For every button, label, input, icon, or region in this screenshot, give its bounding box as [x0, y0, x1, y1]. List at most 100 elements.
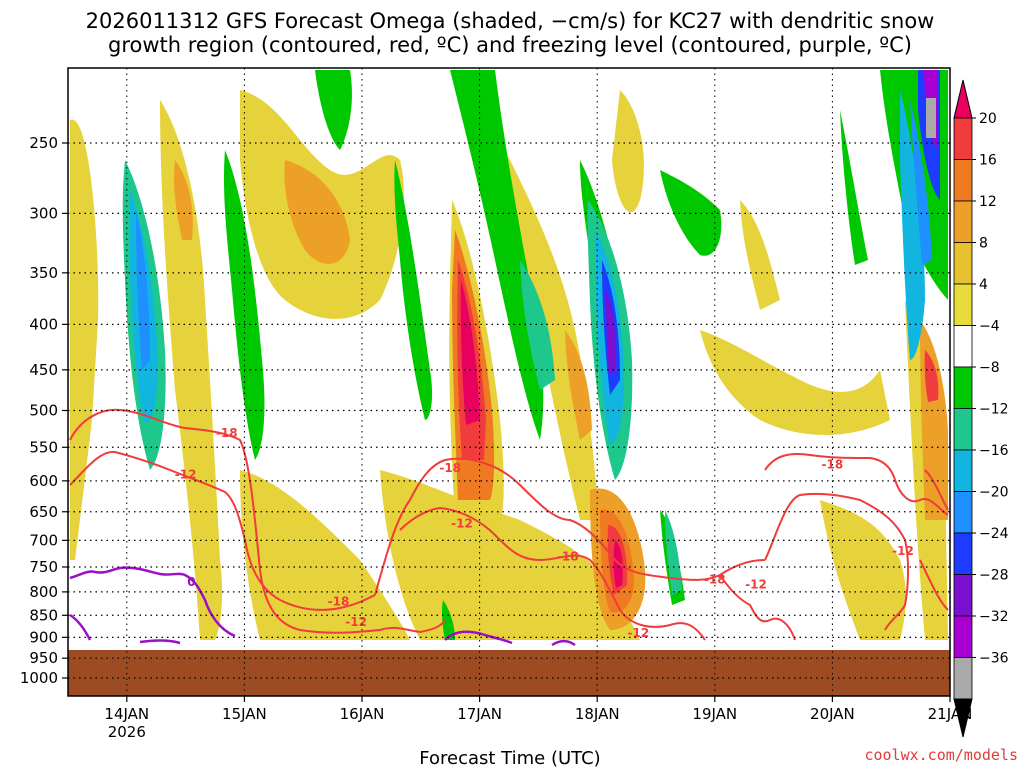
- omega-region-yellow: [820, 500, 906, 640]
- omega-region-teal: [665, 510, 682, 595]
- colorbar-swatch: [953, 574, 973, 617]
- x-tick-label: 20JAN: [810, 705, 855, 723]
- dgz-contour-line: [69, 408, 446, 634]
- colorbar-bottom-arrow: [953, 698, 973, 738]
- ground-terrain: [68, 649, 950, 696]
- dgz-contour-line: [919, 559, 949, 611]
- colorbar-swatch: [953, 159, 973, 202]
- x-tick-label: 15JAN: [222, 705, 267, 723]
- colorbar-label: −4: [979, 319, 1000, 335]
- plot-area: -18-12-18-12-18-12-18-12-18 -12-18-120: [68, 68, 950, 696]
- y-tick-label: 500: [29, 402, 58, 420]
- omega-region-magenta: [460, 280, 480, 425]
- colorbar-label: 12: [979, 194, 997, 210]
- colorbar-label: −28: [979, 568, 1009, 584]
- omega-region-cyan: [900, 90, 925, 360]
- colorbar-swatch: [953, 366, 973, 409]
- colorbar-swatch: [953, 657, 973, 700]
- dgz-contour-label: -12: [892, 544, 914, 558]
- freezing-contour-line: [551, 640, 576, 647]
- y-axis: 250 300 350 400 450 500 550 600 650 700 750 800 850 9…: [20, 134, 68, 687]
- omega-region-yellow: [740, 200, 780, 310]
- colorbar: 20 16 12 8 4 −4 −8 −12 −16 −20 −24 −28 −32 −36: [953, 79, 1009, 738]
- omega-region-teal: [520, 260, 555, 390]
- x-axis-title: Forecast Time (UTC): [419, 748, 600, 768]
- x-tick-label: 18JAN: [575, 705, 620, 723]
- y-tick-label: 400: [29, 315, 58, 333]
- dgz-contour-line: [374, 457, 766, 596]
- colorbar-label: −16: [979, 443, 1009, 459]
- omega-region-purple: [606, 290, 617, 375]
- omega-region-blue: [910, 100, 932, 265]
- freezing-contour-line: [69, 566, 236, 638]
- x-tick-sublabel: 2026: [108, 723, 146, 741]
- y-tick-label: 950: [29, 649, 58, 667]
- omega-region-green: [315, 70, 352, 150]
- dgz-contour-label: -12: [628, 626, 650, 640]
- dgz-contour-label: -12: [745, 578, 767, 592]
- dgz-contours: [69, 408, 949, 641]
- dgz-contour-label: -18: [557, 550, 579, 564]
- grid-lines: [68, 68, 950, 696]
- colorbar-label: −32: [979, 609, 1009, 625]
- y-tick-label: 800: [29, 583, 58, 601]
- omega-region-yellow: [160, 100, 223, 640]
- colorbar-label: 4: [979, 277, 988, 293]
- colorbar-swatch: [953, 491, 973, 534]
- plot-border: [67, 67, 951, 697]
- y-tick-label: 1000: [20, 669, 58, 687]
- dgz-contour-label: -12: [451, 516, 473, 530]
- omega-region-yellow: [380, 470, 640, 640]
- x-tick-label: 16JAN: [340, 705, 385, 723]
- colorbar-swatch: [953, 117, 973, 160]
- y-tick-label: 750: [29, 558, 58, 576]
- dgz-contour-label: -12: [175, 467, 197, 481]
- freezing-contour-label: 0: [187, 575, 195, 589]
- colorbar-swatch: [953, 200, 973, 243]
- y-tick-label: 450: [29, 361, 58, 379]
- colorbar-label: 16: [979, 153, 997, 169]
- colorbar-top-arrow: [953, 79, 973, 119]
- y-tick-label: 850: [29, 606, 58, 624]
- y-tick-label: 900: [29, 628, 58, 646]
- y-tick-label: 350: [29, 264, 58, 282]
- colorbar-swatch: [953, 242, 973, 285]
- colorbar-swatch: [953, 449, 973, 492]
- x-tick-label: 17JAN: [457, 705, 502, 723]
- credit-text: coolwx.com/models: [864, 746, 1018, 764]
- omega-region-orange: [565, 330, 592, 440]
- freezing-level-contours: [69, 566, 576, 647]
- dgz-contour-line: [764, 452, 949, 516]
- dgz-contour-line: [719, 574, 796, 641]
- omega-region-green: [441, 600, 455, 640]
- colorbar-label: −24: [979, 526, 1009, 542]
- freezing-contour-line: [69, 613, 92, 641]
- colorbar-swatch: [953, 408, 973, 451]
- dgz-contour-line: [399, 506, 706, 641]
- y-tick-label: 300: [29, 204, 58, 222]
- colorbar-swatch: [953, 325, 973, 368]
- y-tick-label: 250: [29, 134, 58, 152]
- freezing-contour-line: [444, 630, 513, 645]
- colorbar-swatch: [953, 615, 973, 658]
- dgz-contour-label: -18: [328, 594, 350, 608]
- dgz-contour-line: [764, 492, 910, 631]
- dgz-contour-line: [69, 450, 376, 611]
- omega-region-blue: [136, 210, 150, 370]
- omega-region-yellow: [500, 140, 600, 520]
- y-tick-label: 700: [29, 531, 58, 549]
- omega-region-green: [450, 70, 544, 440]
- chart-title-line-2: growth region (contoured, red, ºC) and f…: [108, 33, 912, 57]
- omega-region-orange: [284, 160, 350, 264]
- omega-region-gray: [926, 98, 936, 138]
- x-tick-label: 14JAN: [104, 705, 149, 723]
- colorbar-label: 8: [979, 236, 988, 252]
- colorbar-label: −36: [979, 651, 1009, 667]
- omega-region-orange: [173, 160, 193, 240]
- y-tick-label: 650: [29, 503, 58, 521]
- colorbar-label: 20: [979, 111, 997, 127]
- colorbar-swatch: [953, 283, 973, 326]
- omega-region-yellow: [700, 330, 890, 435]
